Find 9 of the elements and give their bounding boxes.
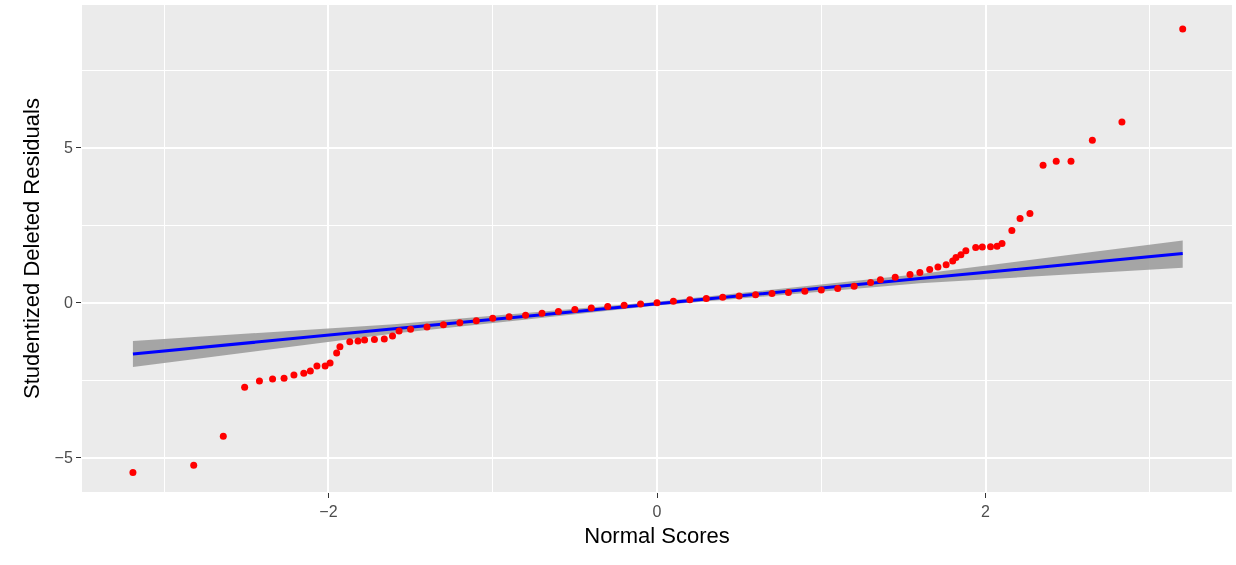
line-series [131, 251, 1185, 356]
x-tick-label: 2 [981, 503, 991, 521]
x-tick-label: −2 [319, 503, 338, 521]
x-axis-title: Normal Scores [584, 523, 730, 549]
y-tick-label: 5 [63, 139, 73, 157]
y-tick-label: 0 [63, 294, 73, 312]
x-tick-label: 0 [652, 503, 662, 521]
y-axis-title: Studentized Deleted Residuals [19, 98, 45, 399]
y-tick-label: −5 [54, 449, 73, 467]
